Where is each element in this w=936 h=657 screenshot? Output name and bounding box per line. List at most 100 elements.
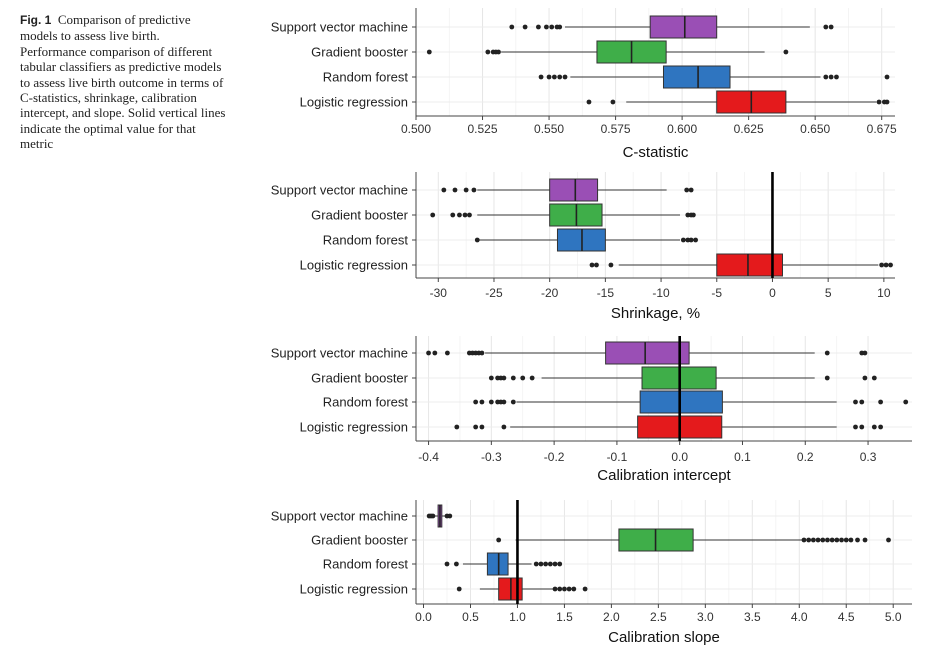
outlier-point — [815, 537, 821, 543]
outlier-point — [510, 399, 516, 405]
outlier-point — [823, 74, 829, 80]
x-tick-label: 0.1 — [734, 450, 751, 464]
outlier-point — [557, 24, 563, 30]
outlier-point — [878, 424, 884, 430]
x-tick-label: -0.1 — [607, 450, 628, 464]
outlier-point — [834, 74, 839, 80]
outlier-point — [853, 424, 858, 430]
outlier-point — [453, 561, 459, 567]
x-tick-label: 0.575 — [601, 122, 631, 136]
x-tick-label: 0.600 — [667, 122, 697, 136]
outlier-point — [463, 187, 469, 193]
outlier-point — [848, 537, 854, 543]
category-label-logistic-regression: Logistic regression — [300, 95, 408, 110]
outlier-point — [871, 424, 877, 430]
outlier-point — [823, 24, 829, 30]
x-tick-label: -0.3 — [481, 450, 502, 464]
outlier-point — [552, 561, 558, 567]
x-axis-title: C-statistic — [623, 144, 689, 161]
chart-panel-4: 0.0 0.5 1.0 1.5 2.0 2.5 3.0 3.5 4.0 4.5 5.0 Support… — [271, 500, 912, 646]
x-tick-label: 10 — [877, 286, 891, 300]
outlier-point — [888, 262, 893, 268]
category-label-support-vector-machine: Support vector machine — [271, 509, 408, 524]
x-tick-label: -25 — [485, 286, 503, 300]
outlier-point — [501, 424, 507, 430]
outlier-point — [828, 74, 834, 80]
box-random-forest — [639, 390, 723, 414]
outlier-point — [473, 424, 479, 430]
outlier-point — [879, 262, 885, 268]
outlier-point — [529, 375, 535, 381]
category-label-support-vector-machine: Support vector machine — [271, 20, 408, 35]
outlier-point — [562, 74, 568, 80]
outlier-point — [829, 537, 835, 543]
x-tick-label: -5 — [711, 286, 722, 300]
outlier-point — [684, 187, 690, 193]
outlier-point — [693, 237, 699, 243]
outlier-point — [457, 212, 462, 218]
outlier-point — [876, 99, 882, 105]
box-support-vector-machine — [549, 178, 599, 202]
outlier-point — [473, 399, 479, 405]
outlier-point — [824, 350, 830, 356]
x-tick-label: 0 — [769, 286, 776, 300]
outlier-point — [810, 537, 816, 543]
outlier-point — [853, 399, 858, 405]
category-label-support-vector-machine: Support vector machine — [271, 346, 408, 361]
x-tick-label: 1.5 — [556, 610, 573, 624]
outlier-point — [551, 74, 557, 80]
figure-caption-text: Comparison of predictive models to asses… — [20, 12, 226, 152]
outlier-point — [496, 49, 501, 55]
x-tick-label: 0.0 — [415, 610, 432, 624]
outlier-point — [538, 74, 544, 80]
chart-panel-1: 0.500 0.525 0.550 0.575 0.600 0.625 0.650 0.675… — [271, 8, 897, 161]
outlier-point — [444, 350, 450, 356]
box-support-vector-machine — [605, 341, 690, 365]
outlier-point — [432, 350, 438, 356]
outlier-point — [501, 399, 507, 405]
x-axis-title: Shrinkage, % — [611, 305, 700, 322]
outlier-point — [801, 537, 807, 543]
box-support-vector-machine — [649, 15, 718, 39]
outlier-point — [582, 586, 588, 592]
outlier-point — [536, 24, 541, 30]
outlier-point — [566, 586, 572, 592]
outlier-point — [501, 375, 507, 381]
outlier-point — [496, 537, 502, 543]
outlier-point — [454, 424, 460, 430]
outlier-point — [520, 375, 526, 381]
x-tick-label: 2.0 — [603, 610, 620, 624]
outlier-point — [441, 187, 447, 193]
outlier-point — [825, 537, 830, 543]
outlier-point — [594, 262, 599, 268]
outlier-point — [462, 212, 468, 218]
outlier-point — [685, 237, 691, 243]
outlier-point — [549, 24, 555, 30]
x-tick-label: 0.675 — [867, 122, 897, 136]
x-tick-label: 2.5 — [650, 610, 667, 624]
category-label-random-forest: Random forest — [323, 557, 409, 572]
outlier-point — [806, 537, 812, 543]
outlier-point — [552, 586, 558, 592]
x-tick-label: 0.5 — [462, 610, 479, 624]
outlier-point — [688, 187, 694, 193]
x-tick-label: 0.525 — [468, 122, 498, 136]
outlier-point — [859, 399, 865, 405]
chart-panel-2: -30 -25 -20 -15 -10 -5 0 5 10 Support vector mach… — [271, 172, 895, 322]
category-label-random-forest: Random forest — [323, 70, 409, 85]
outlier-point — [479, 424, 485, 430]
outlier-point — [685, 212, 691, 218]
category-label-gradient-booster: Gradient booster — [311, 533, 409, 548]
outlier-point — [447, 513, 453, 519]
outlier-point — [855, 537, 860, 543]
outlier-point — [430, 513, 436, 519]
category-label-random-forest: Random forest — [323, 395, 409, 410]
x-tick-label: -20 — [541, 286, 559, 300]
x-tick-label: 5 — [825, 286, 832, 300]
outlier-point — [690, 212, 696, 218]
x-tick-label: 0.2 — [797, 450, 814, 464]
outlier-point — [824, 375, 830, 381]
category-label-logistic-regression: Logistic regression — [300, 420, 408, 435]
outlier-point — [485, 49, 491, 55]
